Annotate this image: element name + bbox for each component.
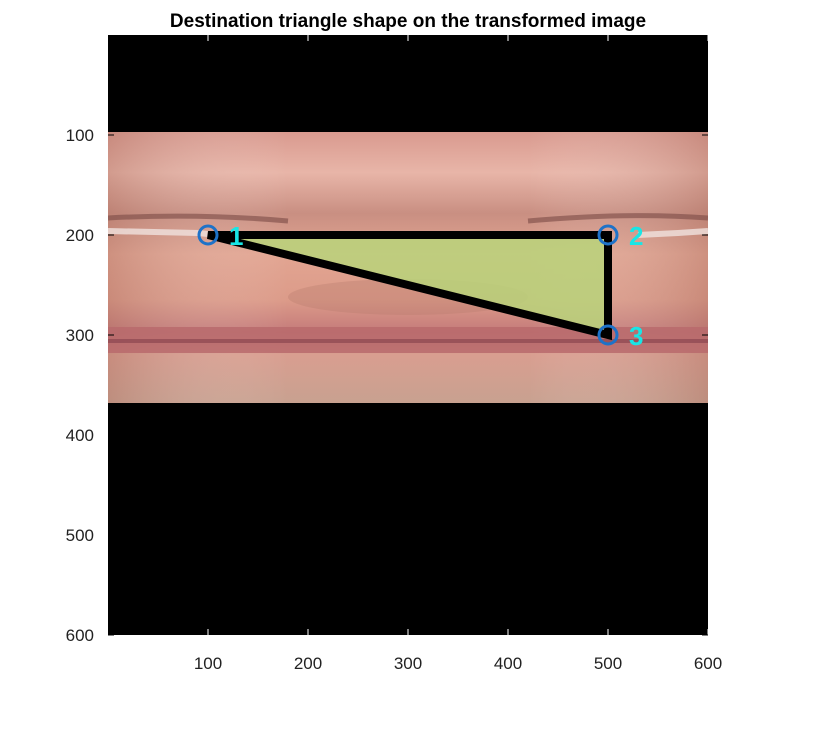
chart-title: Destination triangle shape on the transf…: [170, 11, 646, 32]
y-tick-label-600: 600: [66, 626, 94, 645]
vertex-label-3: 3: [629, 321, 643, 351]
y-tick-label-200: 200: [66, 226, 94, 245]
y-tick-label-300: 300: [66, 326, 94, 345]
y-tick-label-400: 400: [66, 426, 94, 445]
x-tick-label-600: 600: [694, 654, 722, 673]
y-tick-label-500: 500: [66, 526, 94, 545]
vertex-label-1: 1: [229, 221, 243, 251]
x-tick-label-500: 500: [594, 654, 622, 673]
x-tick-label-100: 100: [194, 654, 222, 673]
x-tick-label-300: 300: [394, 654, 422, 673]
x-tick-label-400: 400: [494, 654, 522, 673]
x-tick-label-200: 200: [294, 654, 322, 673]
y-tick-label-100: 100: [66, 126, 94, 145]
plot-area: [108, 35, 708, 635]
vertex-label-2: 2: [629, 221, 643, 251]
